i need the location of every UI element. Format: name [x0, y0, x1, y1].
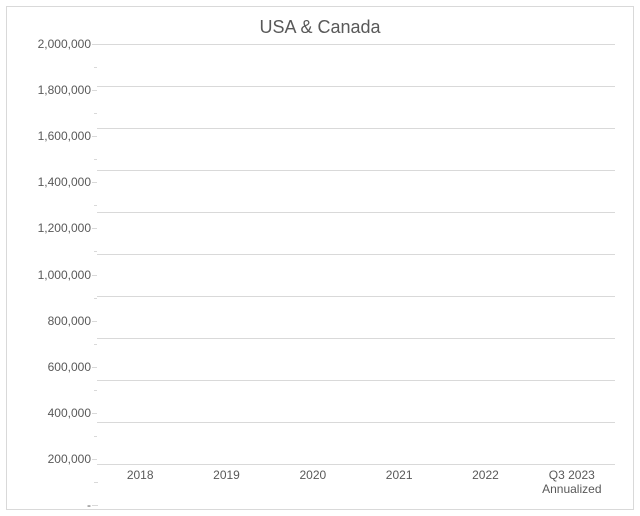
y-tick-label: 800,000	[48, 314, 91, 328]
y-axis: -200,000400,000600,000800,0001,000,0001,…	[7, 44, 97, 505]
gridline	[97, 44, 615, 45]
x-tick-label: Q3 2023 Annualized	[529, 465, 615, 505]
y-tick-label: 1,200,000	[38, 221, 91, 235]
gridline	[97, 380, 615, 381]
gridline	[97, 296, 615, 297]
y-tick-label: 1,000,000	[38, 268, 91, 282]
x-axis: 20182019202020212022Q3 2023 Annualized	[97, 465, 615, 505]
gridline	[97, 170, 615, 171]
gridline	[97, 422, 615, 423]
x-tick-label: 2021	[356, 465, 442, 505]
plot-area	[97, 44, 615, 465]
x-tick-label: 2018	[97, 465, 183, 505]
gridline	[97, 338, 615, 339]
chart-container: USA & Canada - 200,000 400,000 600,000 800,0…	[0, 0, 640, 516]
gridline	[97, 86, 615, 87]
gridline	[97, 254, 615, 255]
plot-area-wrapper: - 200,000 400,000 600,000 800,000 1,000,000 1,…	[7, 44, 633, 509]
x-tick-label: 2019	[183, 465, 269, 505]
gridline	[97, 212, 615, 213]
y-tick-label: 600,000	[48, 360, 91, 374]
chart-frame: USA & Canada - 200,000 400,000 600,000 800,0…	[6, 6, 634, 510]
x-tick-label: 2020	[270, 465, 356, 505]
y-minor-tick	[94, 482, 98, 483]
y-tick-label: 1,800,000	[38, 83, 91, 97]
y-tick-label: 400,000	[48, 406, 91, 420]
y-tick-label: 2,000,000	[38, 37, 91, 51]
y-tick-label: 1,600,000	[38, 129, 91, 143]
gridline	[97, 128, 615, 129]
y-tick-label: 1,400,000	[38, 175, 91, 189]
x-tick-label: 2022	[442, 465, 528, 505]
gridline	[97, 464, 615, 465]
plot-column: 20182019202020212022Q3 2023 Annualized	[97, 44, 633, 505]
y-tick	[92, 505, 98, 506]
y-tick-label: 200,000	[48, 452, 91, 466]
y-tick-label: -	[87, 498, 91, 512]
chart-title: USA & Canada	[7, 7, 633, 44]
